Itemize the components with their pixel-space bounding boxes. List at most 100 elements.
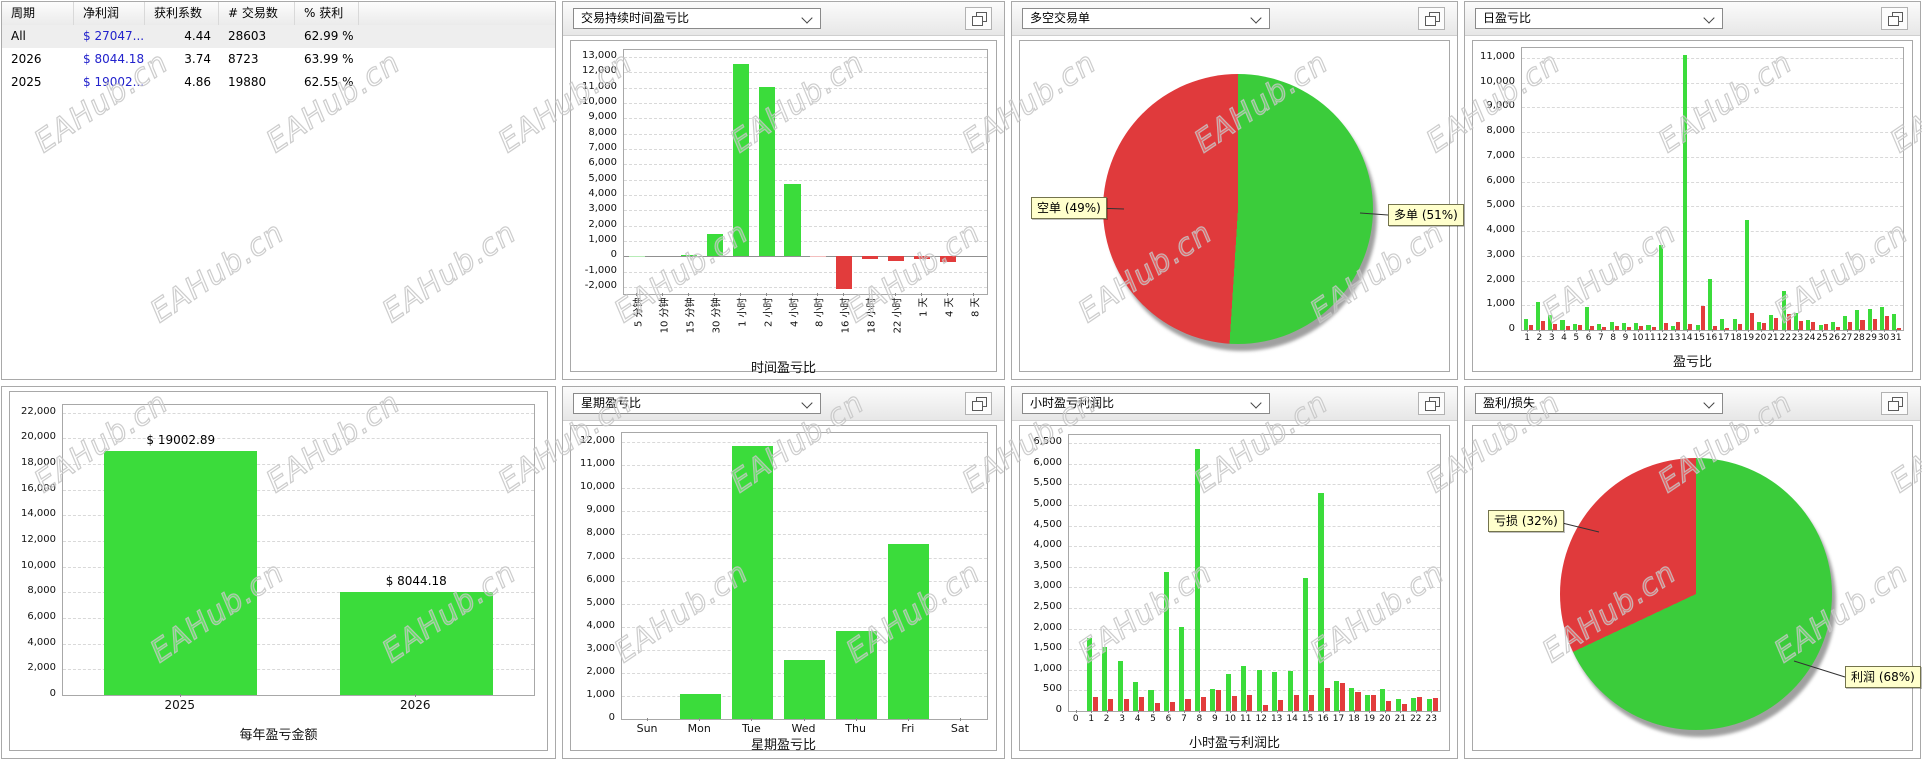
chart-type-select-long-short[interactable]: 多空交易单 [1022, 8, 1270, 29]
table-cell: 28603 [228, 29, 267, 43]
y-axis-tick-label: 9,000 [1486, 100, 1515, 112]
bar-segment [1597, 324, 1602, 330]
column-header[interactable]: # 交易数 [219, 2, 295, 25]
bar-segment [1786, 314, 1791, 330]
x-axis-tick [947, 293, 949, 296]
panel-header: 小时盈亏利润比 [1012, 387, 1457, 421]
y-axis-tick-label: 11,000 [582, 80, 617, 92]
bar-segment [836, 630, 877, 719]
x-axis-category-label: 18 [1730, 333, 1742, 343]
gridline [1069, 649, 1440, 651]
y-axis-tick-label: 18,000 [21, 457, 56, 469]
x-axis-category-label: 16 [1705, 333, 1718, 343]
y-axis-tick-label: 14,000 [21, 508, 56, 520]
bar-segment [628, 256, 645, 258]
bar-segment [1646, 325, 1651, 330]
gridline [624, 133, 987, 135]
column-header[interactable]: 净利润 [74, 2, 145, 25]
table-cell: 2026 [11, 52, 42, 66]
x-axis-category-label: 27 [1840, 333, 1853, 343]
x-axis-tick [647, 718, 649, 721]
y-axis-tick-label: 3,000 [586, 642, 615, 654]
x-axis-category-label: 20 [1379, 714, 1391, 724]
table-cell: $ 19002... [83, 75, 145, 89]
restore-window-button[interactable] [1418, 392, 1445, 415]
x-axis-tick [1307, 710, 1309, 713]
gridline [63, 643, 534, 645]
restore-window-button[interactable] [965, 7, 992, 30]
x-axis-tick [1834, 329, 1836, 332]
y-axis-tick-label: 8,000 [27, 585, 56, 597]
table-row[interactable]: 2026 $ 8044.18 3.74 8723 63.99 % [2, 48, 555, 71]
x-axis-tick [1625, 329, 1627, 332]
chevron-down-icon [1703, 397, 1715, 409]
y-axis-tick-label: 6,000 [1486, 174, 1515, 186]
bar-segment [1303, 577, 1309, 711]
bar-segment [1577, 324, 1582, 330]
bar-segment [732, 446, 773, 719]
bar-segment [1823, 324, 1828, 330]
bar-segment [1102, 647, 1108, 711]
column-header[interactable]: 获利系数 [145, 2, 219, 25]
y-axis-tick-label: 20,000 [21, 431, 56, 443]
x-axis-category-label: 30 [1877, 333, 1890, 343]
gridline [624, 164, 987, 166]
x-axis-category-label: 15 [1301, 714, 1314, 724]
gridline [1522, 255, 1903, 257]
bar-segment [1340, 682, 1346, 711]
x-axis-category-label: 23 [1791, 333, 1804, 343]
y-axis-tick-label: 3,000 [1033, 580, 1062, 592]
gridline [1069, 608, 1440, 609]
bar-segment [888, 256, 905, 261]
y-axis-tick-label: 1,000 [586, 688, 615, 700]
x-axis-tick [1153, 710, 1155, 713]
daily-chart-panel: 日盈亏比 0 1,000 2,000 3,000 4,000 5,000 6,000 7,00… [1464, 1, 1921, 380]
plot-area [1521, 47, 1904, 331]
bar-segment [1287, 671, 1293, 711]
column-header[interactable]: % 获利 [295, 2, 359, 25]
restore-window-button[interactable] [1881, 392, 1908, 415]
bar-segment [1293, 694, 1299, 711]
chart-type-select-hourly[interactable]: 小时盈亏利润比 [1022, 393, 1270, 414]
table-row[interactable]: All $ 27047... 4.44 28603 62.99 % [2, 25, 555, 48]
x-axis-category-label: Thu [845, 722, 866, 735]
bar-segment [1676, 321, 1681, 330]
x-axis-category-label: 5 [1150, 714, 1156, 724]
bar-segment [1688, 324, 1693, 330]
chart-type-select-weekday[interactable]: 星期盈亏比 [573, 393, 821, 414]
x-axis-tick [1748, 329, 1750, 332]
y-axis-tick-label: 0 [1508, 323, 1515, 334]
x-axis-category-label: 2025 [164, 698, 196, 712]
x-axis-category-label: Mon [687, 722, 711, 735]
chart-type-select-duration[interactable]: 交易持续时间盈亏比 [573, 8, 821, 29]
y-axis-tick-label: 2,000 [27, 662, 56, 674]
combo-label: 小时盈亏利润比 [1030, 396, 1115, 410]
gridline [1522, 280, 1903, 282]
column-header[interactable]: 周期 [2, 2, 74, 25]
bar-segment [1818, 325, 1823, 330]
x-axis-tick [1384, 710, 1386, 713]
gridline [624, 210, 987, 212]
restore-window-button[interactable] [1881, 7, 1908, 30]
x-axis-category-label: 4 [1134, 714, 1141, 724]
restore-window-button[interactable] [965, 392, 992, 415]
y-axis-tick-label: 6,000 [588, 157, 617, 169]
restore-window-button[interactable] [1418, 7, 1445, 30]
bar-segment [784, 183, 801, 257]
chart-type-select-daily[interactable]: 日盈亏比 [1475, 8, 1723, 29]
bar-value-label: $ 8044.18 [385, 573, 447, 588]
bar-segment [758, 87, 775, 257]
table-row[interactable]: 2025 $ 19002... 4.86 19880 62.55 % [2, 71, 555, 94]
gridline [63, 438, 534, 440]
bar-segment [1639, 326, 1644, 330]
x-axis-category-label: 6 [1165, 714, 1172, 724]
gridline [622, 511, 987, 513]
bar-segment [862, 256, 879, 260]
x-axis-category-label: 19 [1363, 714, 1376, 724]
chart-type-select-profit-loss[interactable]: 盈利/损失 [1475, 393, 1723, 414]
chevron-down-icon [1703, 12, 1715, 24]
x-axis-category-label: 26 [1828, 333, 1841, 343]
x-axis-tick [1551, 329, 1553, 332]
x-axis-tick [921, 293, 923, 296]
bar-segment [1720, 319, 1725, 330]
